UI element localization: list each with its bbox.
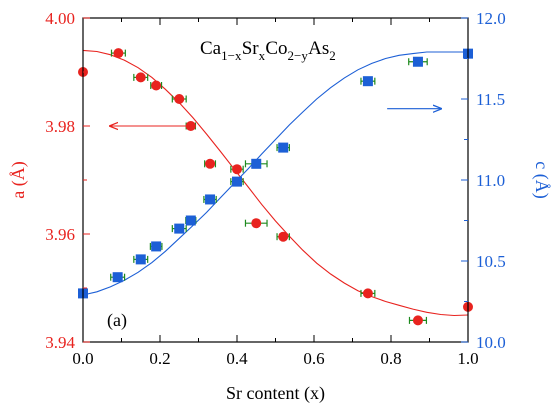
title-subscript: 2 (329, 48, 336, 63)
y-left-tick-label: 3.98 (45, 117, 75, 136)
c-data-point (112, 272, 123, 283)
title-part: Ca (200, 38, 222, 59)
title-subscript: 2−y (288, 48, 309, 63)
x-tick-label: 0.2 (149, 349, 170, 368)
y-right-tick-label: 10.0 (476, 333, 506, 352)
a-data-point (232, 164, 242, 175)
x-tick-label: 0.8 (380, 349, 401, 368)
y-left-tick-label: 4.00 (45, 9, 75, 28)
c-data-point (205, 194, 216, 205)
a-data-point (135, 72, 146, 83)
x-tick-label: 0.0 (72, 349, 93, 368)
c-data-point (251, 158, 262, 169)
a-data-point (151, 80, 162, 91)
title-part: As (308, 38, 329, 59)
c-data-point (174, 223, 185, 234)
data-points (78, 48, 473, 326)
x-tick-label: 1.0 (457, 349, 478, 368)
labels: 0.0 0.2 0.4 0.6 0.8 1.0 3.94 3.96 3.98 4.00 10.0 10… (8, 9, 552, 404)
a-data-point (251, 218, 262, 229)
y-right-tick-label: 10.5 (476, 252, 506, 271)
c-data-point (232, 176, 242, 187)
title-subscript: 1−x (221, 48, 242, 63)
axes (82, 17, 469, 343)
x-axis-title: Sr content (x) (226, 383, 325, 404)
y-right-tick-label: 11.0 (476, 171, 505, 190)
a-data-point (362, 288, 373, 299)
a-data-point (174, 94, 185, 104)
x-tick-label: 0.4 (226, 349, 248, 368)
y-left-tick-label: 3.94 (45, 333, 75, 352)
a-data-point (412, 315, 423, 326)
arrows (110, 109, 441, 126)
y-left-axis-title: a (Å) (8, 161, 29, 198)
c-data-point (185, 215, 196, 226)
y-right-axis-title: c (Å) (531, 161, 552, 198)
c-data-point (362, 76, 373, 87)
title-subscript: x (259, 48, 266, 63)
title-part: Co (265, 38, 287, 59)
panel-label: (a) (107, 310, 127, 331)
a-data-point (278, 231, 289, 242)
a-data-point (205, 158, 216, 169)
chart-title: Ca1−x Srx Co2−y As2 (200, 38, 336, 63)
c-data-point (412, 56, 423, 67)
y-right-tick-label: 11.5 (476, 90, 505, 109)
plot-frame (82, 17, 469, 343)
c-data-point (278, 142, 289, 153)
c-fit-curve (82, 51, 468, 296)
x-tick-label: 0.6 (303, 349, 324, 368)
y-left-tick-label: 3.96 (45, 225, 75, 244)
a-fit-curve (82, 49, 469, 317)
y-right-tick-label: 12.0 (476, 9, 506, 28)
fit-curves (82, 49, 469, 317)
a-data-point (113, 48, 124, 59)
c-data-point (151, 241, 162, 252)
error-bars (110, 49, 428, 324)
c-data-point (135, 254, 146, 265)
title-part: Sr (242, 38, 260, 59)
